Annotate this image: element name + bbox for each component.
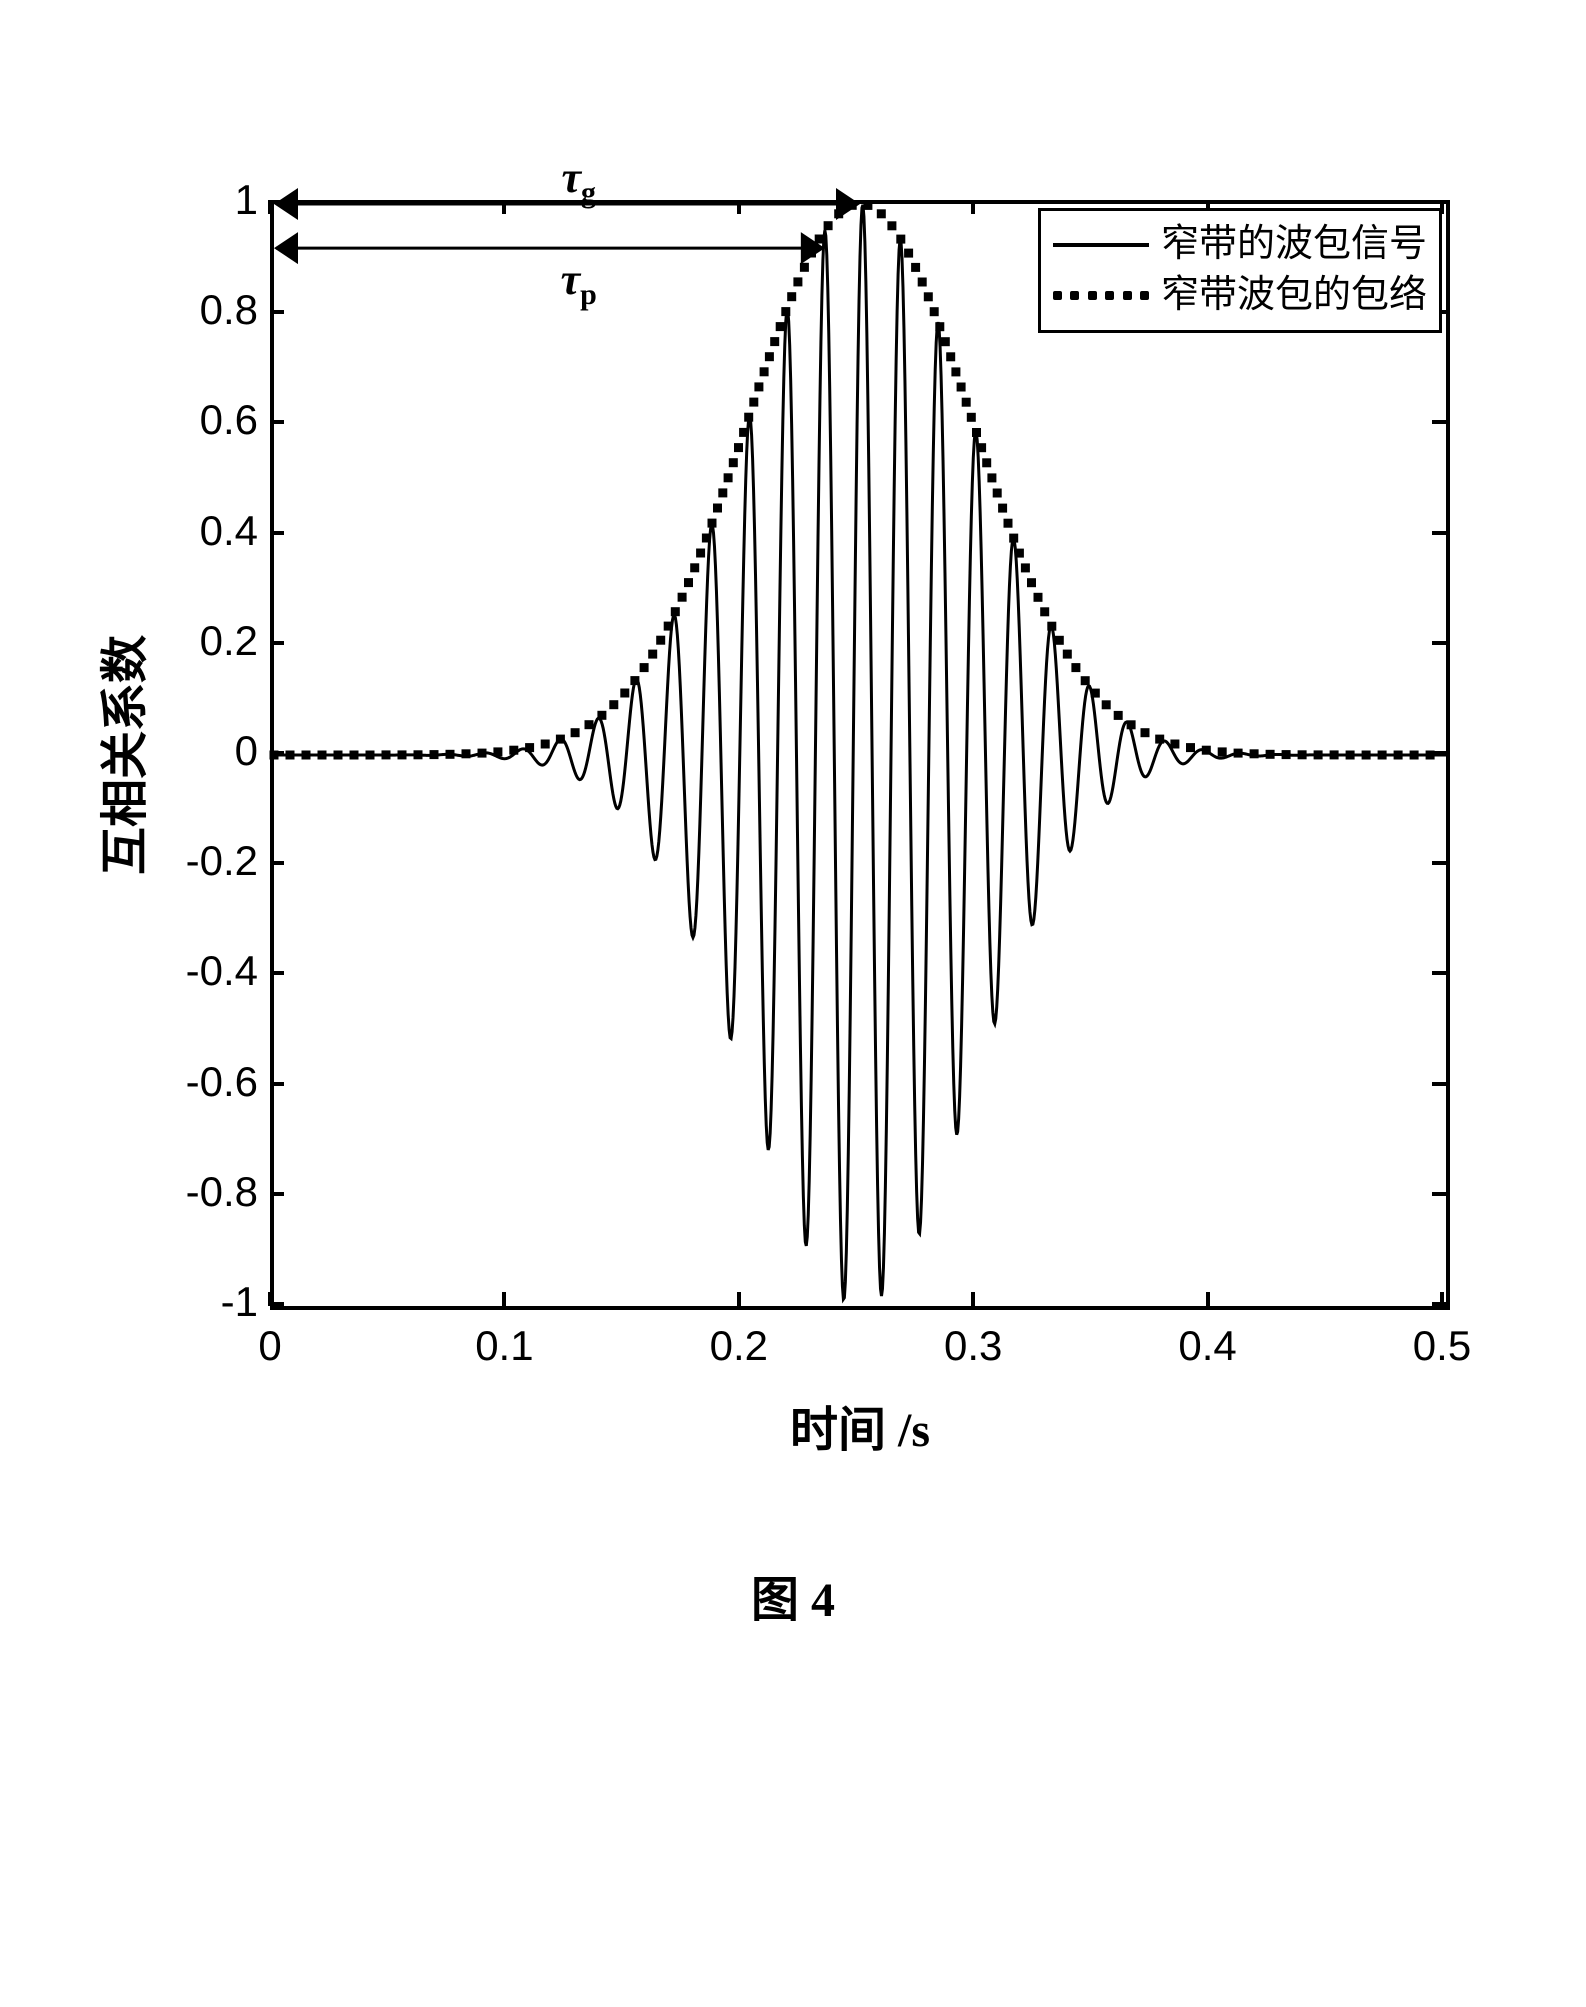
y-tick-label: 0.4 <box>80 510 258 552</box>
figure-container: -1-0.8-0.6-0.4-0.200.20.40.60.81 00.10.2… <box>80 160 1500 1600</box>
legend-item-signal: 窄带的波包信号 <box>1053 219 1427 270</box>
y-tick-label: -0.8 <box>80 1171 258 1213</box>
x-tick-label: 0.5 <box>1413 1322 1471 1370</box>
tau-p-label: τp <box>561 254 597 312</box>
tau-g-label: τg <box>561 152 596 210</box>
x-axis-label-text: 时间 /s <box>790 1404 930 1457</box>
x-tick-label: 0.1 <box>475 1322 533 1370</box>
figure-caption: 图 4 <box>0 1560 1586 1630</box>
x-tick-label: 0.4 <box>1178 1322 1236 1370</box>
legend-swatch-dotted <box>1053 281 1149 311</box>
legend-item-envelope: 窄带波包的包络 <box>1053 270 1427 321</box>
legend-swatch-solid <box>1053 230 1149 260</box>
y-axis-label: 互相关系数 <box>85 635 155 875</box>
plot-area: τg τp 窄带的波包信号 窄带波包的包络 <box>270 200 1450 1310</box>
tau-p-arrow <box>274 232 825 264</box>
y-tick-label: -0.4 <box>80 950 258 992</box>
legend-label-0: 窄带的波包信号 <box>1161 219 1427 270</box>
y-tick-label: -0.6 <box>80 1061 258 1103</box>
legend: 窄带的波包信号 窄带波包的包络 <box>1038 208 1442 333</box>
y-tick-label: 1 <box>80 179 258 221</box>
x-tick-label: 0.3 <box>944 1322 1002 1370</box>
x-tick-label: 0.2 <box>710 1322 768 1370</box>
x-tick-label: 0 <box>258 1322 281 1370</box>
legend-label-1: 窄带波包的包络 <box>1161 270 1427 321</box>
x-axis-label: 时间 /s <box>790 1390 930 1460</box>
y-tick-label: 0.6 <box>80 399 258 441</box>
plot-svg <box>274 204 1446 1306</box>
y-tick-label: 0.8 <box>80 289 258 331</box>
y-tick-label: -1 <box>80 1281 258 1323</box>
